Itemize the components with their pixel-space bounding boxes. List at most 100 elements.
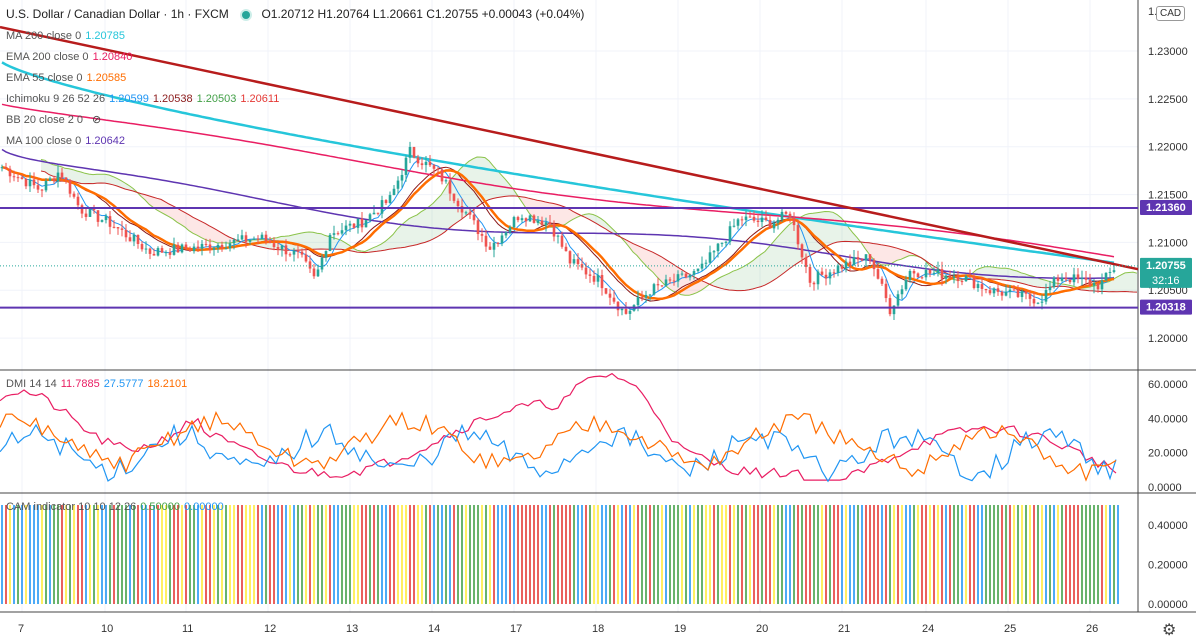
candle-body — [896, 294, 900, 306]
indicator-value: 1.20642 — [85, 135, 125, 147]
candle-body — [716, 243, 720, 252]
candle-body — [184, 244, 188, 249]
dmi-plus-line — [0, 372, 1117, 481]
ichimoku-cloud — [597, 216, 601, 227]
ichimoku-cloud — [161, 199, 165, 215]
ichimoku-cloud — [1121, 272, 1125, 292]
candle-body — [152, 253, 156, 256]
indicator-legend[interactable]: MA 200 close 0 1.20785 — [6, 29, 125, 43]
candle-body — [244, 235, 248, 242]
candle-body — [656, 284, 660, 286]
ichimoku-cloud — [85, 173, 89, 184]
candle-body — [976, 284, 980, 288]
candle-body — [112, 226, 116, 228]
candle-body — [120, 228, 124, 230]
price-label-badge — [1140, 299, 1192, 315]
candle-body — [36, 185, 40, 190]
ichimoku-cloud — [429, 203, 433, 241]
candle-body — [876, 269, 880, 279]
candle-body — [84, 213, 88, 217]
candle-body — [1032, 298, 1036, 304]
candle-body — [8, 168, 12, 177]
candle-body — [748, 216, 752, 218]
candle-body — [736, 219, 740, 226]
time-tick-label: 26 — [1086, 623, 1098, 635]
ichimoku-cloud — [109, 174, 113, 185]
candle-body — [440, 169, 444, 182]
ichimoku-cloud — [41, 159, 45, 172]
candle-body — [712, 251, 716, 253]
candle-body — [428, 161, 432, 166]
gear-icon[interactable]: ⚙ — [1162, 622, 1177, 639]
ichimoku-cloud — [1041, 279, 1045, 288]
ichimoku-cloud — [393, 229, 397, 249]
ichimoku-cloud — [53, 164, 57, 178]
ichimoku-cloud — [721, 275, 725, 290]
indicator-legend[interactable]: EMA 55 close 0 1.20585 — [6, 71, 126, 85]
candle-body — [984, 288, 988, 291]
candle-body — [744, 216, 748, 221]
ichimoku-cloud — [473, 157, 477, 211]
indicator-legend[interactable]: MA 100 close 0 1.20642 — [6, 134, 125, 148]
candle-body — [192, 246, 196, 252]
ichimoku-cloud — [1009, 268, 1013, 282]
indicator-legend[interactable]: Ichimoku 9 26 52 26 1.20599 1.20538 1.20503… — [6, 92, 279, 106]
candle-body — [488, 246, 492, 250]
trendline[interactable] — [0, 25, 1139, 271]
ichimoku-cloud — [369, 247, 373, 253]
candle-body — [868, 254, 872, 261]
candle-body — [1080, 277, 1084, 279]
candle-body — [496, 242, 500, 244]
time-tick-label: 17 — [510, 623, 522, 635]
time-tick-label: 20 — [756, 623, 768, 635]
ichimoku-cloud — [113, 176, 117, 186]
price-tick-label: 1.20500 — [1148, 285, 1188, 297]
candle-body — [888, 298, 892, 315]
candle-body — [208, 244, 212, 250]
candle-body — [948, 275, 952, 279]
candle-body — [924, 269, 928, 278]
time-tick-label: 11 — [182, 623, 193, 635]
ichimoku-cloud — [181, 210, 185, 228]
ichimoku-cloud — [173, 205, 177, 223]
candle-body — [216, 244, 220, 249]
candle-body — [272, 243, 276, 248]
candle-body — [900, 289, 904, 295]
ichimoku-cloud — [629, 241, 633, 253]
ichimoku-cloud — [901, 249, 905, 260]
indicator-legend[interactable]: EMA 200 close 0 1.20840 — [6, 50, 132, 64]
ichimoku-cloud — [401, 222, 405, 248]
candle-body — [704, 262, 708, 264]
ichimoku-cloud — [853, 232, 857, 242]
candle-body — [128, 237, 132, 242]
indicator-legend[interactable]: CAM indicator 10 10 12 26 0.50000 0.00000 — [6, 500, 224, 514]
ichimoku-cloud — [321, 233, 325, 250]
candle-body — [624, 308, 628, 314]
candle-body — [612, 297, 616, 302]
candle-body — [24, 178, 28, 187]
ichimoku-cloud — [1125, 272, 1129, 292]
candle-body — [1024, 291, 1028, 294]
ichimoku-cloud — [761, 251, 765, 287]
ichimoku-cloud — [165, 201, 169, 217]
candle-body — [252, 238, 256, 240]
indicator-legend[interactable]: BB 20 close 2 0 — [6, 113, 83, 127]
ichimoku-cloud — [77, 170, 81, 184]
price-tick-label: 1.22500 — [1148, 94, 1188, 106]
eye-hidden-icon[interactable]: ⊘ — [92, 114, 102, 126]
candle-body — [776, 219, 780, 223]
symbol-title[interactable]: U.S. Dollar / Canadian Dollar · 1h · FXC… — [6, 7, 229, 21]
ichimoku-cloud — [817, 212, 821, 252]
ichimoku-cloud — [565, 207, 569, 225]
candle-body — [572, 259, 576, 264]
currency-badge[interactable]: CAD — [1156, 6, 1186, 21]
indicator-legend[interactable]: DMI 14 14 11.7885 27.5777 18.2101 — [6, 377, 187, 391]
candle-body — [492, 242, 496, 250]
candle-body — [508, 227, 512, 233]
candle-body — [412, 146, 416, 158]
candle-body — [236, 239, 240, 241]
candle-body — [308, 261, 312, 269]
ichimoku-cloud — [713, 279, 717, 288]
candle-body — [188, 248, 192, 252]
